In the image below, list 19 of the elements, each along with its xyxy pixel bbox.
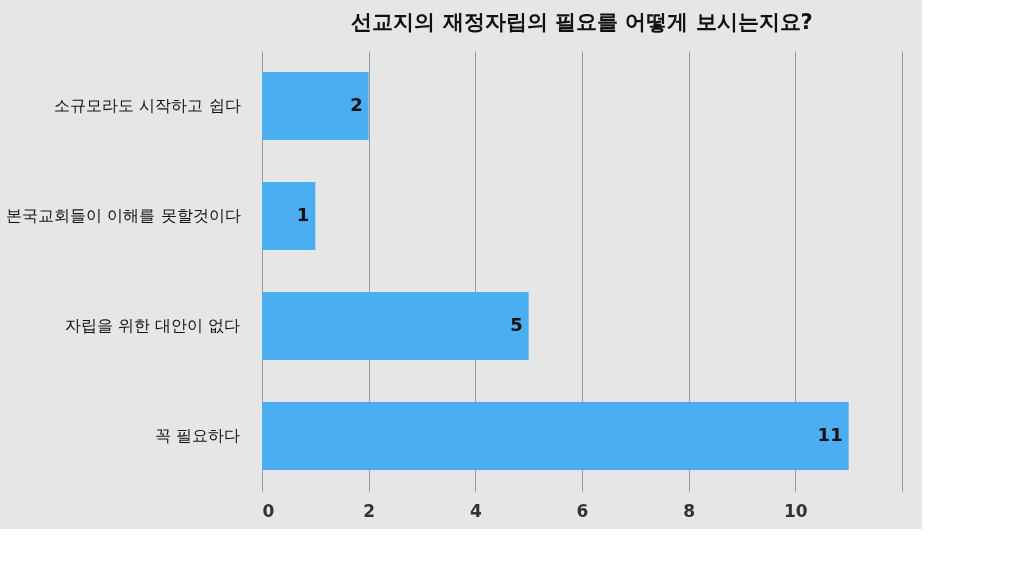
- chart-title: 선교지의 재정자립의 필요를 어떻게 보시는지요?: [351, 10, 813, 34]
- x-tick-label: 6: [576, 500, 589, 521]
- bar: [262, 402, 849, 470]
- y-tick-label: 자립을 위한 대안이 없다: [65, 316, 241, 335]
- data-label: 5: [510, 314, 523, 335]
- bar: [262, 182, 316, 250]
- bar: [262, 292, 529, 360]
- x-tick-label: 2: [363, 500, 376, 521]
- data-label: 1: [296, 204, 310, 225]
- data-label: 11: [817, 424, 843, 445]
- y-tick-label: 본국교회들이 이해를 못할것이다: [6, 206, 241, 225]
- data-label: 2: [350, 94, 363, 115]
- y-tick-label: 소규모라도 시작하고 쉽다: [54, 96, 241, 115]
- x-tick-label: 8: [683, 500, 696, 521]
- x-tick-label: 0: [262, 500, 275, 521]
- bar: [262, 72, 369, 140]
- x-tick-label: 4: [469, 500, 482, 521]
- x-tick-label: 10: [784, 500, 808, 521]
- y-tick-label: 꼭 필요하다: [155, 426, 241, 445]
